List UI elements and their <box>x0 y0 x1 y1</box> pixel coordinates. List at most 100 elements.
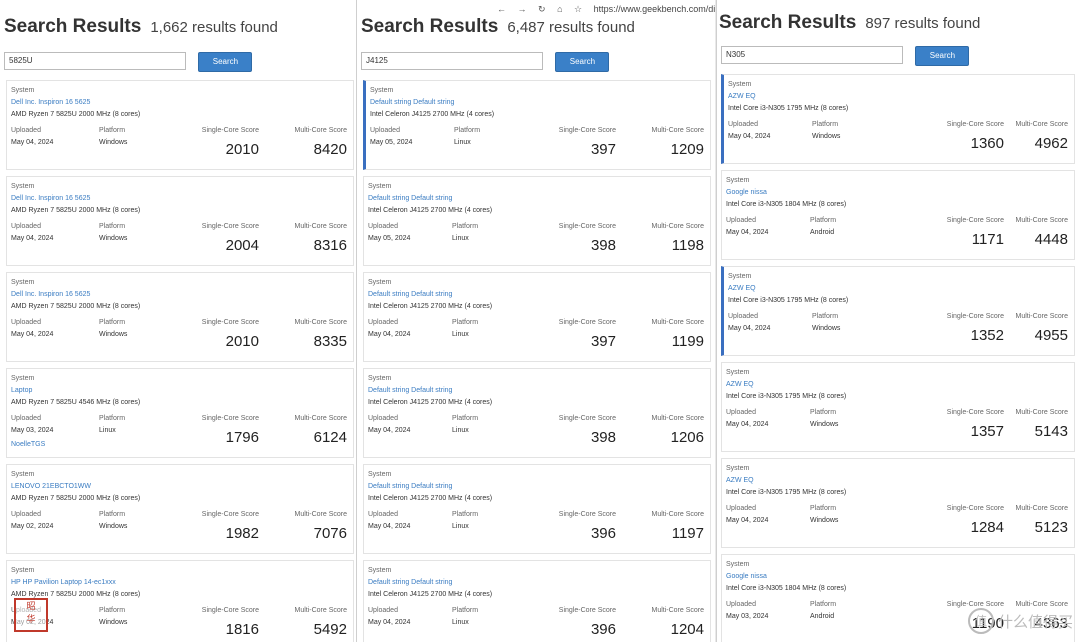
search-input[interactable]: 5825U <box>4 52 186 70</box>
cpu-name: Intel Celeron J4125 2700 MHz (4 cores) <box>370 111 495 118</box>
home-icon[interactable]: ⌂ <box>557 4 563 14</box>
multi-core-label: Multi-Core Score <box>1015 409 1068 416</box>
user-link[interactable]: NoelleTGS <box>11 441 46 448</box>
system-link[interactable]: AZW EQ <box>728 93 756 100</box>
result-card[interactable]: System Google nissa Intel Core i3-N305 180… <box>721 554 1075 642</box>
multi-core-label: Multi-Core Score <box>294 511 347 518</box>
result-card[interactable]: System AZW EQ Intel Core i3-N305 1795 MHz … <box>721 266 1075 356</box>
page-title: Search Results 6,487 results found <box>361 16 635 38</box>
result-card[interactable]: System Laptop AMD Ryzen 7 5825U 4546 MHz (… <box>6 368 354 458</box>
platform-label: Platform <box>452 223 479 230</box>
platform-value: Linux <box>452 619 469 626</box>
single-core-score: 1357 <box>970 423 1004 440</box>
search-button[interactable]: Search <box>198 52 253 72</box>
results-list: System Dell Inc. Inspiron 16 5625 AMD Ryze… <box>6 80 354 642</box>
forward-icon[interactable]: → <box>517 4 527 14</box>
single-core-label: Single-Core Score <box>558 223 616 230</box>
system-label: System <box>11 375 35 382</box>
result-card[interactable]: System AZW EQ Intel Core i3-N305 1795 MHz … <box>721 74 1075 164</box>
seal-stamp: 昭华 <box>14 598 48 632</box>
cpu-name: AMD Ryzen 7 5825U 4546 MHz (8 cores) <box>11 399 141 406</box>
system-link[interactable]: Google nissa <box>726 573 767 580</box>
single-core-label: Single-Core Score <box>946 313 1004 320</box>
back-icon[interactable]: ← <box>497 4 506 14</box>
multi-core-label: Multi-Core Score <box>651 319 704 326</box>
uploaded-label: Uploaded <box>11 319 41 326</box>
platform-label: Platform <box>99 223 126 230</box>
address-bar[interactable]: https://www.geekbench.com/di <box>593 4 715 14</box>
system-link[interactable]: Default string Default string <box>368 483 453 490</box>
system-link[interactable]: Default string Default string <box>368 195 453 202</box>
cpu-name: Intel Core i3-N305 1795 MHz (8 cores) <box>726 489 847 496</box>
system-link[interactable]: Default string Default string <box>370 99 455 106</box>
system-link[interactable]: Default string Default string <box>368 387 453 394</box>
result-card[interactable]: System Default string Default string Intel… <box>363 272 711 362</box>
search-bar: N305 Search <box>721 46 970 66</box>
result-count: 1,662 results found <box>150 19 278 36</box>
system-label: System <box>368 279 392 286</box>
platform-value: Linux <box>452 427 469 434</box>
result-card[interactable]: System Dell Inc. Inspiron 16 5625 AMD Ryze… <box>6 176 354 266</box>
multi-core-label: Multi-Core Score <box>651 415 704 422</box>
result-card[interactable]: System Default string Default string Intel… <box>363 176 711 266</box>
result-card[interactable]: System Google nissa Intel Core i3-N305 180… <box>721 170 1075 260</box>
page-title: Search Results 1,662 results found <box>4 16 278 38</box>
platform-label: Platform <box>810 601 837 608</box>
system-link[interactable]: HP HP Pavilion Laptop 14-ec1xxx <box>11 579 116 586</box>
multi-core-label: Multi-Core Score <box>1015 601 1068 608</box>
uploaded-label: Uploaded <box>368 223 398 230</box>
multi-core-score: 5123 <box>1034 519 1068 536</box>
single-core-score: 2010 <box>225 141 259 158</box>
multi-core-score: 1199 <box>671 333 704 350</box>
system-link[interactable]: AZW EQ <box>726 381 754 388</box>
system-link[interactable]: Dell Inc. Inspiron 16 5625 <box>11 291 91 298</box>
single-core-label: Single-Core Score <box>946 121 1004 128</box>
single-core-label: Single-Core Score <box>946 409 1004 416</box>
system-link[interactable]: Google nissa <box>726 189 767 196</box>
platform-label: Platform <box>812 121 839 128</box>
star-icon[interactable]: ☆ <box>574 4 583 14</box>
platform-value: Windows <box>99 619 128 626</box>
result-card[interactable]: System Default string Default string Intel… <box>363 80 711 170</box>
system-link[interactable]: Laptop <box>11 387 33 394</box>
result-card[interactable]: System AZW EQ Intel Core i3-N305 1795 MHz … <box>721 362 1075 452</box>
uploaded-label: Uploaded <box>11 511 41 518</box>
search-input[interactable]: J4125 <box>361 52 543 70</box>
system-link[interactable]: Default string Default string <box>368 291 453 298</box>
system-link[interactable]: AZW EQ <box>726 477 754 484</box>
uploaded-label: Uploaded <box>368 607 398 614</box>
multi-core-score: 1206 <box>670 429 704 446</box>
system-label: System <box>726 177 750 184</box>
search-button[interactable]: Search <box>915 46 970 66</box>
results-panel-n305: Search Results 897 results found N305 Se… <box>716 0 1080 642</box>
platform-label: Platform <box>454 127 481 134</box>
platform-label: Platform <box>99 607 126 614</box>
system-link[interactable]: Dell Inc. Inspiron 16 5625 <box>11 99 91 106</box>
system-link[interactable]: LENOVO 21EBCTO1WW <box>11 483 92 490</box>
uploaded-date: May 04, 2024 <box>368 331 411 338</box>
search-button[interactable]: Search <box>555 52 610 72</box>
multi-core-score: 8335 <box>313 333 347 350</box>
single-core-score: 1171 <box>971 231 1004 248</box>
system-link[interactable]: Dell Inc. Inspiron 16 5625 <box>11 195 91 202</box>
single-core-score: 396 <box>590 621 616 638</box>
result-card[interactable]: System Dell Inc. Inspiron 16 5625 AMD Ryze… <box>6 272 354 362</box>
uploaded-label: Uploaded <box>726 409 756 416</box>
platform-value: Linux <box>99 427 116 434</box>
platform-value: Linux <box>452 235 469 242</box>
result-card[interactable]: System Default string Default string Intel… <box>363 368 711 458</box>
result-card[interactable]: System LENOVO 21EBCTO1WW AMD Ryzen 7 5825U… <box>6 464 354 554</box>
single-core-score: 396 <box>590 525 616 542</box>
result-card[interactable]: System AZW EQ Intel Core i3-N305 1795 MHz … <box>721 458 1075 548</box>
result-card[interactable]: System Default string Default string Intel… <box>363 464 711 554</box>
refresh-icon[interactable]: ↻ <box>538 4 546 14</box>
result-card[interactable]: System Dell Inc. Inspiron 16 5625 AMD Ryze… <box>6 80 354 170</box>
system-link[interactable]: AZW EQ <box>728 285 756 292</box>
search-input[interactable]: N305 <box>721 46 903 64</box>
result-card[interactable]: System HP HP Pavilion Laptop 14-ec1xxx AMD… <box>6 560 354 642</box>
multi-core-score: 8316 <box>313 237 347 254</box>
multi-core-label: Multi-Core Score <box>651 127 704 134</box>
result-card[interactable]: System Default string Default string Intel… <box>363 560 711 642</box>
system-link[interactable]: Default string Default string <box>368 579 453 586</box>
cpu-name: Intel Core i3-N305 1795 MHz (8 cores) <box>728 297 849 304</box>
